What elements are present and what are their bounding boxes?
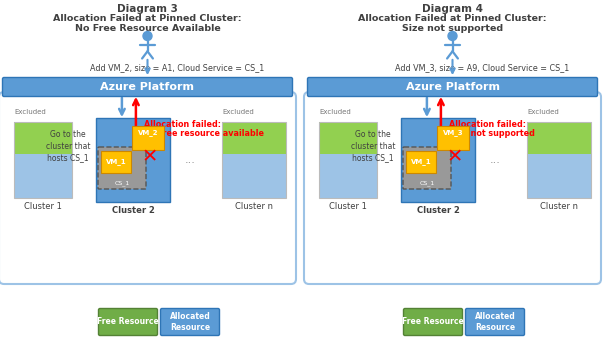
Text: VM_1: VM_1 [411,159,431,166]
Bar [319,122,377,198]
Text: Azure Platform: Azure Platform [406,82,500,92]
Bar [222,122,286,198]
Bar [406,151,436,173]
Text: Allocation Failed at Pinned Cluster:: Allocation Failed at Pinned Cluster: [358,14,547,23]
Text: VM_1: VM_1 [106,159,126,166]
Text: Excluded: Excluded [319,109,351,115]
Bar [527,122,591,154]
Circle shape [143,31,152,40]
Text: Go to the
cluster that
hosts CS_1: Go to the cluster that hosts CS_1 [46,130,90,162]
FancyBboxPatch shape [98,308,157,335]
Text: Free Resource: Free Resource [97,317,159,326]
Text: No Free Resource Available: No Free Resource Available [74,24,220,33]
Circle shape [448,31,457,40]
Text: ...: ... [185,155,195,165]
Text: Azure Platform: Azure Platform [101,82,195,92]
Text: Cluster n: Cluster n [235,202,273,211]
Text: Add VM_2, size = A1, Cloud Service = CS_1: Add VM_2, size = A1, Cloud Service = CS_… [90,63,265,72]
Text: ✕: ✕ [447,148,463,167]
Bar [222,154,286,198]
Bar [527,154,591,198]
FancyBboxPatch shape [307,78,598,97]
Text: Add VM_3, size = A9, Cloud Service = CS_1: Add VM_3, size = A9, Cloud Service = CS_… [395,63,570,72]
Bar [96,118,170,202]
Text: Excluded: Excluded [14,109,46,115]
Text: VM_2: VM_2 [138,129,158,137]
Text: Excluded: Excluded [222,109,254,115]
Bar [401,118,475,202]
Text: VM_3: VM_3 [443,129,464,137]
FancyBboxPatch shape [465,308,525,335]
Text: Cluster 2: Cluster 2 [112,206,154,215]
Text: ✕: ✕ [142,148,158,167]
Bar [132,126,164,150]
Text: Cluster n: Cluster n [540,202,578,211]
Bar [319,122,377,154]
Text: Cluster 2: Cluster 2 [417,206,459,215]
Bar [437,126,469,150]
FancyBboxPatch shape [160,308,220,335]
Bar [319,154,377,198]
Text: CS_1: CS_1 [115,180,129,186]
Text: CS_1: CS_1 [420,180,434,186]
Text: Size not supported: Size not supported [449,129,535,138]
FancyBboxPatch shape [304,92,601,284]
Text: Allocated
Resource: Allocated Resource [475,312,515,332]
Text: Allocation failed:: Allocation failed: [449,120,526,129]
Text: Size not supported: Size not supported [402,24,503,33]
Text: Diagram 3: Diagram 3 [117,4,178,14]
Text: Allocation failed:: Allocation failed: [144,120,221,129]
Text: Allocated
Resource: Allocated Resource [170,312,210,332]
FancyBboxPatch shape [98,147,146,189]
Bar [527,122,591,198]
Text: Allocation Failed at Pinned Cluster:: Allocation Failed at Pinned Cluster: [53,14,242,23]
Bar [101,151,131,173]
Text: Cluster 1: Cluster 1 [329,202,367,211]
Text: Excluded: Excluded [527,109,559,115]
Text: Diagram 4: Diagram 4 [422,4,483,14]
FancyBboxPatch shape [2,78,293,97]
Text: ...: ... [490,155,500,165]
Text: Go to the
cluster that
hosts CS_1: Go to the cluster that hosts CS_1 [351,130,395,162]
Text: Free Resource: Free Resource [402,317,464,326]
Text: No free resource available: No free resource available [144,129,264,138]
Bar [14,122,72,154]
FancyBboxPatch shape [403,147,451,189]
FancyBboxPatch shape [0,92,296,284]
FancyBboxPatch shape [403,308,462,335]
Text: Cluster 1: Cluster 1 [24,202,62,211]
Bar [222,122,286,154]
Bar [14,122,72,198]
Bar [14,154,72,198]
